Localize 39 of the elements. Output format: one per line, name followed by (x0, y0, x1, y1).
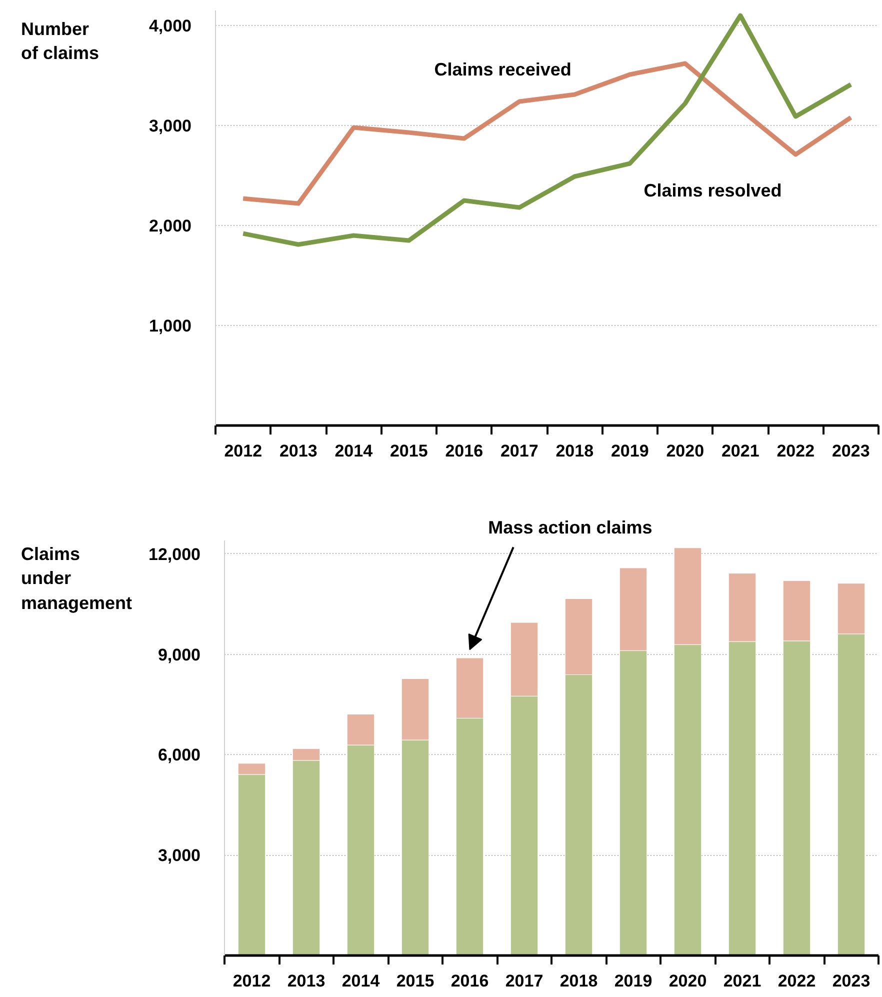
y-tick-label: 4,000 (148, 16, 192, 36)
x-tick-label: 2022 (776, 442, 815, 460)
x-tick-label: 2014 (342, 972, 380, 990)
x-tick-label: 2016 (445, 442, 484, 460)
series-label: Claims received (434, 60, 572, 80)
x-tick-label: 2014 (334, 442, 374, 460)
x-tick-label: 2015 (390, 442, 428, 460)
y-tick-label: 2,000 (148, 216, 192, 236)
line-series (240, 61, 854, 206)
x-tick-label: 2020 (666, 442, 704, 460)
x-tick-label: 2018 (556, 442, 594, 460)
x-tick-label: 2019 (614, 972, 652, 990)
x-tick-label: 2013 (279, 442, 318, 460)
x-tick-label: 2021 (721, 442, 760, 460)
line-series (240, 13, 854, 247)
x-tick-label: 2012 (224, 442, 262, 460)
x-tick-label: 2018 (560, 972, 598, 990)
series-label: Claims resolved (644, 180, 782, 200)
x-tick-label: 2013 (287, 972, 326, 990)
x-tick-label: 2023 (832, 442, 870, 460)
x-tick-label: 2021 (723, 972, 762, 990)
x-tick-label: 2015 (396, 972, 434, 990)
x-tick-label: 2017 (505, 972, 544, 990)
x-tick-label: 2016 (450, 972, 489, 990)
y-axis-title: Number of claims (21, 18, 100, 66)
x-tick-label: 2019 (610, 442, 649, 460)
y-tick-label: 3,000 (148, 116, 192, 136)
x-tick-label: 2022 (778, 972, 816, 990)
x-tick-label: 2020 (668, 972, 707, 990)
y-tick-label: 9,000 (158, 645, 201, 664)
series-label: Mass action claims (488, 518, 652, 538)
y-tick-label: 1,000 (148, 316, 192, 336)
x-tick-label: 2012 (232, 972, 271, 990)
y-axis-title: Claims under management (21, 543, 132, 615)
y-tick-label: 12,000 (148, 544, 201, 564)
x-tick-label: 2023 (832, 972, 870, 990)
y-tick-label: 6,000 (158, 746, 201, 765)
y-tick-label: 3,000 (158, 846, 201, 866)
x-tick-label: 2017 (500, 442, 538, 460)
